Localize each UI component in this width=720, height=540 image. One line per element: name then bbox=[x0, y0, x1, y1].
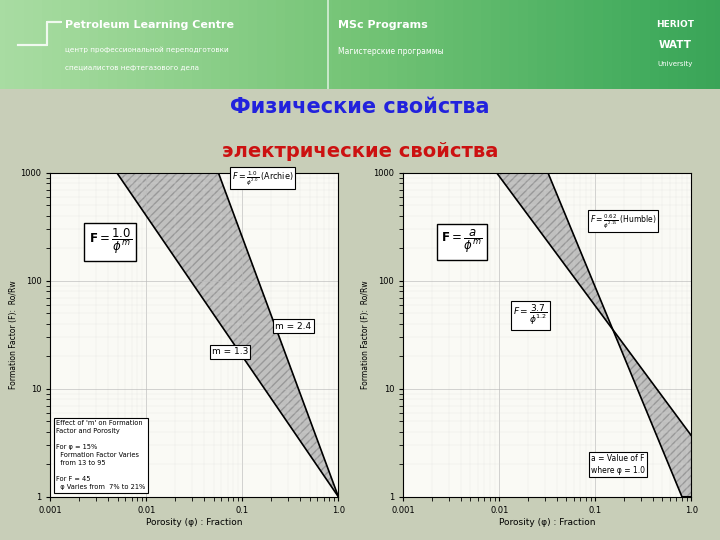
X-axis label: Porosity (φ) : Fraction: Porosity (φ) : Fraction bbox=[146, 518, 243, 526]
Text: m = 2.4: m = 2.4 bbox=[275, 322, 311, 330]
Y-axis label: Formation Factor (F):  Ro/Rw: Formation Factor (F): Ro/Rw bbox=[361, 280, 370, 389]
Text: электрические свойства: электрические свойства bbox=[222, 142, 498, 161]
Text: MSc Programs: MSc Programs bbox=[338, 20, 428, 30]
Text: $\mathbf{F} = \dfrac{a}{\phi^m}$: $\mathbf{F} = \dfrac{a}{\phi^m}$ bbox=[441, 228, 483, 255]
Text: WATT: WATT bbox=[659, 39, 691, 50]
Text: $F=\frac{1.0}{\phi^{2.0}}$ (Archie): $F=\frac{1.0}{\phi^{2.0}}$ (Archie) bbox=[232, 169, 294, 187]
Text: $F = \dfrac{3.7}{\phi^{1.2}}$: $F = \dfrac{3.7}{\phi^{1.2}}$ bbox=[513, 303, 548, 327]
Text: центр профессиональной переподготовки: центр профессиональной переподготовки bbox=[65, 46, 228, 53]
Text: Petroleum Learning Centre: Petroleum Learning Centre bbox=[65, 20, 234, 30]
Y-axis label: Formation Factor (F):  Ro/Rw: Formation Factor (F): Ro/Rw bbox=[9, 280, 17, 389]
Text: $\mathbf{F} = \dfrac{1.0}{\phi^m}$: $\mathbf{F} = \dfrac{1.0}{\phi^m}$ bbox=[89, 227, 132, 256]
Text: $F=\frac{0.62}{\phi^{2.15}}$ (Humble): $F=\frac{0.62}{\phi^{2.15}}$ (Humble) bbox=[590, 212, 657, 230]
Text: Физические свойства: Физические свойства bbox=[230, 97, 490, 117]
Text: m = 1.3: m = 1.3 bbox=[212, 347, 248, 356]
Text: Магистерские программы: Магистерские программы bbox=[338, 47, 444, 56]
Text: специалистов нефтегазового дела: специалистов нефтегазового дела bbox=[65, 65, 199, 71]
Text: University: University bbox=[657, 61, 693, 67]
X-axis label: Porosity (φ) : Fraction: Porosity (φ) : Fraction bbox=[499, 518, 595, 526]
Text: HERIOT: HERIOT bbox=[656, 21, 694, 30]
Text: a = Value of F
where φ = 1.0: a = Value of F where φ = 1.0 bbox=[591, 454, 645, 475]
Text: Effect of 'm' on Formation
Factor and Porosity

For φ = 15%
  Formation Factor V: Effect of 'm' on Formation Factor and Po… bbox=[56, 420, 145, 490]
